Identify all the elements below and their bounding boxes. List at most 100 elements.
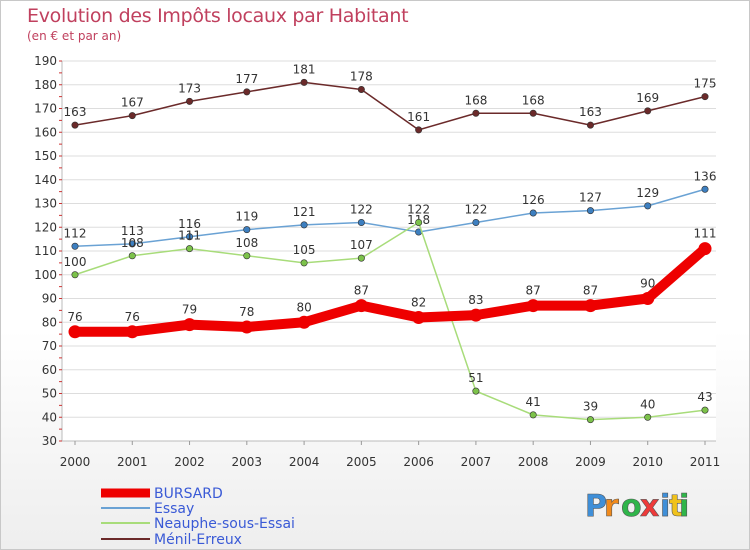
y-tick-label: 30 <box>42 434 57 448</box>
data-point-neauphe-sous-essai <box>243 252 251 260</box>
logo-letter: x <box>640 489 659 524</box>
y-tick-label: 190 <box>34 54 57 68</box>
data-point-essay <box>472 219 480 227</box>
data-point-bursard <box>354 299 368 313</box>
data-point-m-nil-erreux <box>529 109 537 117</box>
data-label-m-nil-erreux: 168 <box>522 93 545 107</box>
data-label-essay: 122 <box>350 203 373 217</box>
x-tick-label: 2008 <box>518 455 549 469</box>
data-point-neauphe-sous-essai <box>357 254 365 262</box>
y-tick-label: 120 <box>34 220 57 234</box>
data-point-m-nil-erreux <box>415 126 423 134</box>
data-label-neauphe-sous-essai: 41 <box>526 395 541 409</box>
data-label-m-nil-erreux: 173 <box>178 81 201 95</box>
data-point-bursard <box>240 320 254 334</box>
data-label-essay: 119 <box>235 210 258 224</box>
x-tick-label: 2000 <box>60 455 91 469</box>
data-label-m-nil-erreux: 163 <box>579 105 602 119</box>
data-point-bursard <box>297 315 311 329</box>
logo-letter: t <box>669 489 683 524</box>
x-tick-label: 2007 <box>461 455 492 469</box>
data-point-m-nil-erreux <box>300 78 308 86</box>
data-label-essay: 122 <box>464 203 487 217</box>
data-point-m-nil-erreux <box>586 121 594 129</box>
y-tick-label: 110 <box>34 244 57 258</box>
data-point-neauphe-sous-essai <box>701 406 709 414</box>
data-point-essay <box>357 219 365 227</box>
data-label-neauphe-sous-essai: 122 <box>407 203 430 217</box>
data-label-m-nil-erreux: 161 <box>407 110 430 124</box>
data-point-bursard <box>641 292 655 305</box>
data-point-essay <box>529 209 537 217</box>
data-point-essay <box>701 185 709 193</box>
data-point-m-nil-erreux <box>357 86 365 94</box>
x-tick-label: 2010 <box>632 455 663 469</box>
series-line-m-nil-erreux <box>74 81 706 131</box>
y-tick-label: 40 <box>42 410 57 424</box>
data-point-neauphe-sous-essai <box>71 271 79 279</box>
data-label-essay: 126 <box>522 193 545 207</box>
data-label-essay: 136 <box>694 169 717 183</box>
data-label-bursard: 83 <box>468 293 483 307</box>
data-label-m-nil-erreux: 163 <box>64 105 87 119</box>
data-point-bursard <box>412 311 426 324</box>
data-point-m-nil-erreux <box>186 97 194 105</box>
data-point-neauphe-sous-essai <box>415 219 423 227</box>
data-label-bursard: 87 <box>526 284 541 298</box>
series-line-neauphe-sous-essai <box>74 221 706 421</box>
data-point-bursard <box>125 325 139 339</box>
data-point-neauphe-sous-essai <box>472 387 480 395</box>
data-point-bursard <box>68 325 82 339</box>
chart-subtitle: (en € et par an) <box>27 29 122 43</box>
y-tick-label: 80 <box>42 315 57 329</box>
logo-letter: P <box>585 489 607 524</box>
logo-letter: o <box>621 489 642 524</box>
data-label-essay: 121 <box>293 205 316 219</box>
data-point-essay <box>243 226 251 234</box>
series-line-bursard <box>70 243 710 337</box>
data-point-bursard <box>698 242 712 256</box>
data-point-essay <box>586 207 594 215</box>
data-point-essay <box>186 233 194 241</box>
x-tick-label: 2009 <box>575 455 606 469</box>
data-point-essay <box>644 202 652 210</box>
data-label-m-nil-erreux: 167 <box>121 96 144 110</box>
data-label-bursard: 76 <box>67 310 82 324</box>
data-label-m-nil-erreux: 175 <box>694 77 717 91</box>
data-label-bursard: 80 <box>296 300 311 314</box>
data-point-m-nil-erreux <box>644 107 652 115</box>
data-point-essay <box>300 221 308 229</box>
logo-letter: r <box>604 489 619 524</box>
data-label-bursard: 79 <box>182 303 197 317</box>
data-label-bursard: 111 <box>694 227 717 241</box>
x-tick-label: 2011 <box>690 455 721 469</box>
x-tick-label: 2001 <box>117 455 148 469</box>
logo-letter: i <box>679 489 689 524</box>
x-tick-label: 2005 <box>346 455 377 469</box>
y-tick-label: 150 <box>34 149 57 163</box>
data-label-neauphe-sous-essai: 40 <box>640 397 655 411</box>
y-tick-label: 130 <box>34 197 57 211</box>
legend-label-neauphe-sous-essai: Neauphe-sous-Essai <box>154 516 295 532</box>
x-tick-label: 2002 <box>174 455 205 469</box>
data-label-essay: 127 <box>579 191 602 205</box>
x-tick-label: 2003 <box>232 455 263 469</box>
y-tick-label: 90 <box>42 292 57 306</box>
data-label-neauphe-sous-essai: 51 <box>468 371 483 385</box>
logo-letter: i <box>660 489 670 524</box>
data-label-m-nil-erreux: 178 <box>350 70 373 84</box>
y-tick-label: 70 <box>42 339 57 353</box>
y-tick-label: 160 <box>34 125 57 139</box>
data-point-bursard <box>183 318 197 332</box>
data-label-neauphe-sous-essai: 108 <box>121 236 144 250</box>
y-tick-label: 50 <box>42 387 57 401</box>
data-label-neauphe-sous-essai: 39 <box>583 400 598 414</box>
data-label-essay: 116 <box>178 217 201 231</box>
data-label-neauphe-sous-essai: 108 <box>235 236 258 250</box>
data-point-neauphe-sous-essai <box>644 413 652 421</box>
legend-label-essay: Essay <box>154 501 194 517</box>
data-label-neauphe-sous-essai: 43 <box>697 390 712 404</box>
data-label-m-nil-erreux: 177 <box>235 72 258 86</box>
data-label-bursard: 87 <box>583 284 598 298</box>
data-point-essay <box>128 240 136 248</box>
